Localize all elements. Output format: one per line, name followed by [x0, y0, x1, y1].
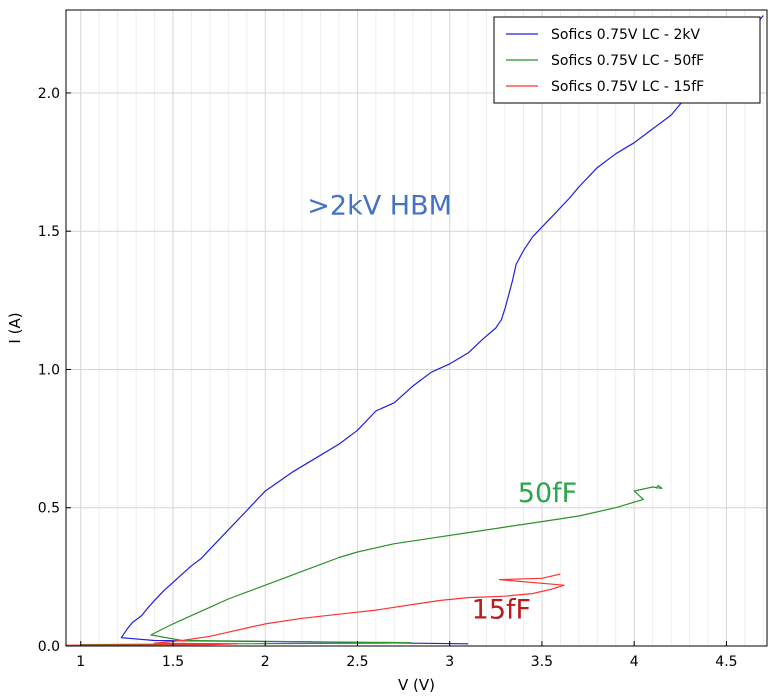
x-axis-title: V (V) — [398, 676, 435, 694]
series-line-1 — [120, 15, 764, 645]
ticks-layer: 1 1.5 2 2.5 3 3.5 4 4.5 0.0 0.5 1.0 1.5 2.0 — [38, 86, 738, 670]
plot-frame — [65, 9, 768, 647]
y-tick-label: 1.0 — [38, 362, 60, 378]
annotation-3: 15fF — [472, 594, 531, 625]
x-tick-label: 2.5 — [346, 654, 368, 670]
annotations-layer: >2kV HBM 50fF 15fF — [307, 191, 577, 626]
x-tick-label: 4 — [630, 654, 639, 670]
y-axis-title: I (A) — [6, 312, 24, 343]
legend: Sofics 0.75V LC - 2kV Sofics 0.75V LC - 5… — [493, 16, 761, 104]
legend-label-3: Sofics 0.75V LC - 15fF — [551, 79, 704, 95]
x-tick-label: 4.5 — [715, 654, 737, 670]
y-tick-label: 0.5 — [38, 501, 60, 517]
x-tick-label: 3.5 — [531, 654, 553, 670]
annotation-1: >2kV HBM — [307, 191, 452, 222]
annotation-2: 50fF — [518, 478, 577, 509]
legend-box — [493, 16, 761, 104]
y-tick-label: 0.0 — [38, 639, 60, 655]
x-tick-label: 1.5 — [162, 654, 184, 670]
x-tick-label: 3 — [445, 654, 454, 670]
legend-label-1: Sofics 0.75V LC - 2kV — [551, 27, 700, 43]
legend-label-2: Sofics 0.75V LC - 50fF — [551, 53, 704, 69]
y-tick-label: 1.5 — [38, 224, 60, 240]
y-tick-label: 2.0 — [38, 86, 60, 102]
x-tick-label: 1 — [76, 654, 85, 670]
series-layer — [66, 15, 764, 646]
series-line-3 — [66, 573, 565, 646]
x-tick-label: 2 — [261, 654, 270, 670]
series-line-2 — [80, 485, 663, 646]
grid-minor — [98, 10, 764, 646]
